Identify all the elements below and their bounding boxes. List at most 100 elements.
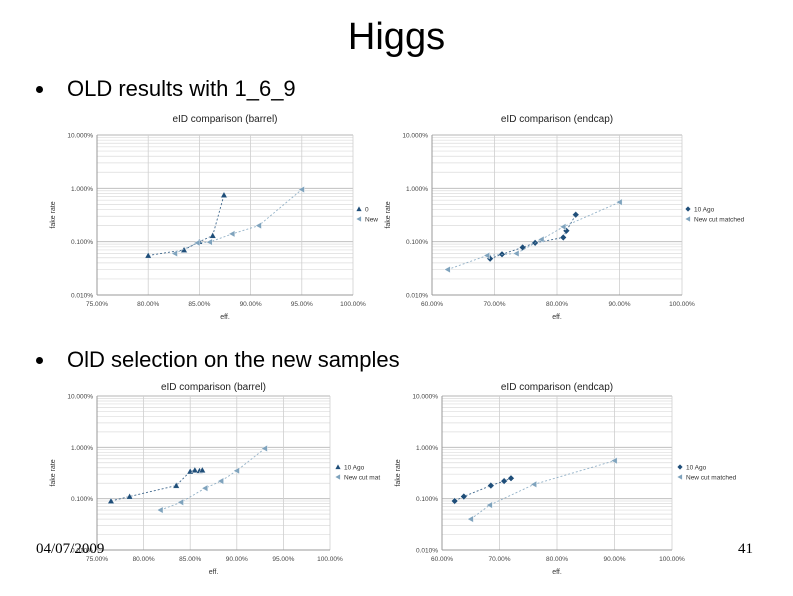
y-tick-label: 1.000%: [416, 445, 438, 452]
y-axis-label: fake rate: [385, 201, 392, 228]
data-point: [443, 265, 451, 274]
data-point: [220, 191, 228, 198]
chart-old-barrel: eID comparison (barrel) 10.000% 1.000% 0.10…: [45, 110, 385, 330]
legend-label: 0: [365, 207, 369, 214]
chart-old-endcap: eID comparison (endcap) 10.000% 1.000% 0.10…: [380, 110, 760, 330]
chart-title: eID comparison (barrel): [161, 382, 266, 393]
data-point: [298, 185, 305, 194]
y-tick-label: 10.000%: [67, 394, 93, 401]
x-tick-label: 90.00%: [603, 556, 625, 563]
chart-title: eID comparison (barrel): [172, 114, 277, 125]
data-point: [193, 239, 201, 247]
data-point: [451, 497, 459, 505]
data-point: [610, 457, 618, 465]
data-point: [483, 251, 490, 260]
y-axis-label: fake rate: [395, 459, 402, 486]
data-point: [107, 497, 115, 504]
data-point: [233, 467, 240, 475]
legend-label: New cut mat: [344, 475, 380, 482]
x-tick-label: 85.00%: [179, 556, 201, 563]
data-point: [559, 233, 567, 242]
x-tick-label: 95.00%: [272, 556, 294, 563]
bullet-item-2: OlD selection on the new samples: [36, 347, 400, 373]
x-tick-label: 95.00%: [291, 301, 313, 308]
data-point: [507, 474, 515, 482]
bullet-dot: [36, 85, 43, 93]
data-point: [615, 198, 623, 206]
data-point: [261, 444, 268, 453]
chart-svg: eID comparison (barrel) 10.000% 1.000% 0.10…: [50, 114, 378, 321]
data-point: [156, 506, 164, 514]
chart-new-endcap: eID comparison (endcap) 10.000% 1.000% 0.10…: [390, 378, 770, 583]
legend-marker: [356, 206, 362, 212]
data-point: [125, 492, 134, 500]
series-line: [160, 448, 266, 511]
data-point: [572, 211, 580, 219]
data-point: [198, 466, 206, 473]
data-point: [205, 238, 213, 246]
y-tick-label: 10.000%: [412, 394, 438, 401]
y-tick-label: 1.000%: [71, 445, 93, 452]
y-tick-label: 0.100%: [406, 239, 428, 246]
y-tick-label: 0.100%: [416, 496, 438, 503]
chart-title: eID comparison (endcap): [501, 114, 613, 125]
data-point: [487, 481, 495, 490]
legend-marker: [677, 464, 683, 470]
chart-new-barrel: eID comparison (barrel) 10.000% 1.000% 0.10…: [45, 378, 395, 583]
y-tick-label: 0.100%: [71, 239, 93, 246]
x-tick-label: 80.00%: [546, 301, 568, 308]
data-point: [519, 243, 527, 252]
chart-svg: eID comparison (endcap) 10.000% 1.000% 0.10…: [395, 382, 737, 576]
x-axis-label: eff.: [552, 314, 562, 321]
x-tick-label: 100.00%: [340, 301, 366, 308]
data-point: [255, 221, 262, 230]
y-tick-label: 0.010%: [71, 548, 93, 555]
data-point: [512, 249, 520, 258]
y-tick-label: 0.100%: [71, 496, 93, 503]
x-tick-label: 80.00%: [133, 556, 155, 563]
data-point: [562, 227, 570, 235]
x-tick-label: 75.00%: [86, 556, 108, 563]
legend-label: New: [365, 217, 378, 224]
y-tick-label: 10.000%: [402, 133, 428, 140]
chart-svg: eID comparison (barrel) 10.000% 1.000% 0.10…: [50, 382, 380, 576]
series-line: [174, 189, 303, 254]
legend-label: 10 Ago: [344, 465, 365, 472]
x-axis-label: eff.: [209, 569, 219, 576]
bullet-text: OLD results with 1_6_9: [67, 76, 296, 101]
data-point: [172, 481, 180, 489]
y-tick-label: 1.000%: [406, 186, 428, 193]
series-line: [110, 469, 203, 502]
y-tick-label: 1.000%: [71, 186, 93, 193]
data-point: [228, 230, 236, 238]
legend-label: 10 Ago: [686, 465, 707, 472]
data-point: [500, 477, 508, 485]
x-tick-label: 85.00%: [188, 301, 210, 308]
x-tick-label: 90.00%: [226, 556, 248, 563]
data-point: [537, 235, 545, 244]
slide-title: Higgs: [347, 16, 446, 58]
legend-label: New cut matched: [694, 217, 745, 224]
bullet-dot: [36, 356, 43, 364]
data-point: [201, 484, 208, 492]
legend-marker: [335, 474, 341, 480]
y-tick-label: 0.010%: [71, 293, 93, 300]
data-point: [191, 466, 199, 473]
x-tick-label: 80.00%: [137, 301, 159, 308]
y-tick-label: 10.000%: [67, 133, 93, 140]
data-point: [467, 515, 474, 523]
y-tick-label: 0.010%: [406, 293, 428, 300]
legend-marker: [677, 474, 683, 480]
x-tick-label: 100.00%: [659, 556, 685, 563]
data-point: [486, 501, 493, 509]
data-point: [144, 251, 152, 259]
data-point: [460, 492, 468, 501]
data-point: [217, 477, 224, 485]
y-axis-label: fake rate: [50, 459, 57, 486]
data-point: [171, 249, 178, 258]
x-tick-label: 90.00%: [240, 301, 262, 308]
x-tick-label: 100.00%: [669, 301, 695, 308]
x-tick-label: 80.00%: [546, 556, 568, 563]
x-axis-label: eff.: [552, 569, 562, 576]
data-point: [559, 223, 567, 231]
